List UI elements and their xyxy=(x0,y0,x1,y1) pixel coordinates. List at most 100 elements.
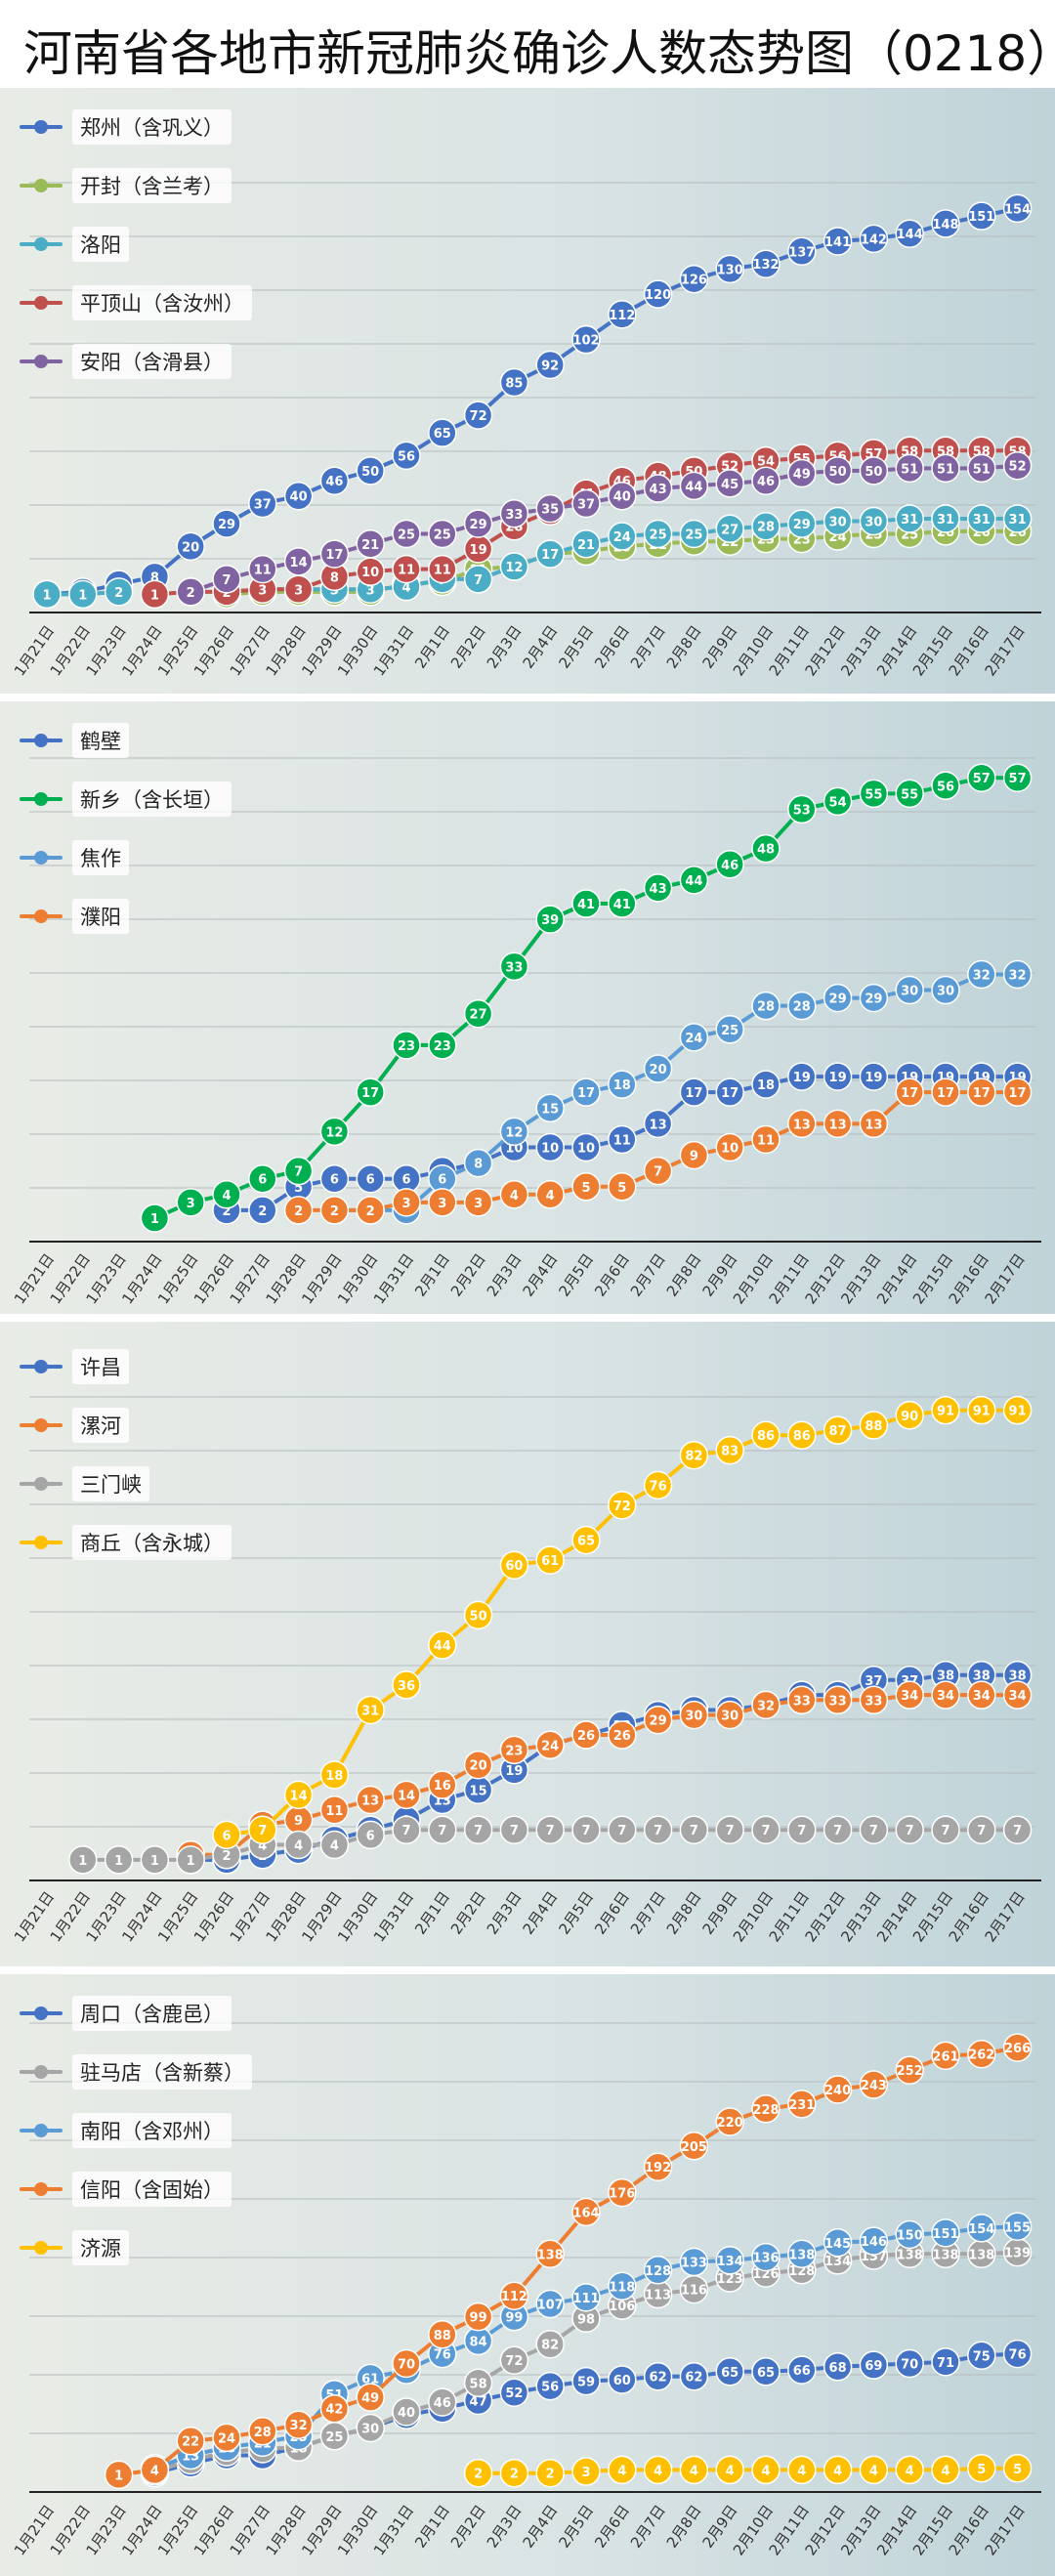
data-label: 27 xyxy=(470,1008,487,1023)
legend-swatch xyxy=(20,237,63,251)
data-label: 10 xyxy=(361,566,379,580)
legend-item: 商丘（含永城） xyxy=(20,1513,232,1572)
data-label: 142 xyxy=(861,232,887,247)
data-label: 91 xyxy=(973,1405,991,1419)
data-point xyxy=(319,539,350,569)
data-label: 36 xyxy=(398,1679,415,1694)
data-point xyxy=(787,2455,817,2485)
legend-marker xyxy=(34,179,48,192)
data-label: 56 xyxy=(398,449,415,464)
data-point xyxy=(643,279,673,309)
data-label: 10 xyxy=(577,1142,595,1157)
data-point xyxy=(823,506,853,536)
data-point xyxy=(463,1148,493,1178)
data-point xyxy=(428,554,457,584)
data-label: 2 xyxy=(294,1204,303,1219)
data-label: 49 xyxy=(793,467,811,482)
data-point xyxy=(428,1770,457,1799)
data-label: 6 xyxy=(330,1173,339,1188)
data-point xyxy=(787,1109,817,1139)
data-point xyxy=(787,1062,817,1091)
data-point xyxy=(967,763,996,792)
data-label: 48 xyxy=(757,843,775,858)
legend-label: 郑州（含巩义） xyxy=(72,109,232,145)
data-label: 19 xyxy=(829,1071,847,1085)
data-label: 11 xyxy=(325,1804,343,1819)
data-label: 2 xyxy=(114,586,123,601)
data-point xyxy=(859,1062,889,1091)
data-label: 24 xyxy=(613,530,631,545)
data-point xyxy=(392,554,421,584)
data-point xyxy=(823,1815,853,1844)
data-point xyxy=(895,1401,924,1430)
data-point xyxy=(608,300,637,329)
data-label: 141 xyxy=(824,235,851,250)
data-point xyxy=(643,1109,673,1139)
data-label: 25 xyxy=(398,528,415,542)
data-label: 26 xyxy=(613,1729,631,1744)
data-label: 17 xyxy=(577,1086,595,1101)
data-label: 7 xyxy=(654,1165,662,1180)
data-point xyxy=(571,2457,601,2486)
data-label: 150 xyxy=(897,2229,923,2244)
data-point xyxy=(1002,2033,1033,2062)
data-point xyxy=(715,1435,744,1465)
data-label: 31 xyxy=(937,513,954,528)
data-point xyxy=(608,1720,637,1750)
data-point xyxy=(643,2361,673,2391)
data-point xyxy=(68,1845,98,1875)
data-label: 33 xyxy=(505,508,523,523)
legend: 郑州（含巩义） 开封（含兰考） 洛阳 平顶山（含汝州） 安阳（含滑县） xyxy=(20,98,252,391)
data-point xyxy=(787,2090,817,2119)
legend-swatch xyxy=(20,2241,63,2255)
legend-label: 驻马店（含新蔡） xyxy=(72,2054,252,2090)
data-label: 11 xyxy=(254,564,272,578)
data-point xyxy=(319,466,350,495)
data-label: 7 xyxy=(294,1165,303,1180)
data-label: 8 xyxy=(474,1158,483,1172)
data-label: 15 xyxy=(541,1102,559,1117)
data-point xyxy=(571,2366,601,2396)
data-label: 111 xyxy=(572,2292,599,2306)
data-label: 113 xyxy=(645,2289,671,2303)
data-label: 7 xyxy=(906,1824,914,1838)
data-point xyxy=(319,1760,350,1790)
data-point xyxy=(895,2455,924,2485)
legend-label: 鹤壁 xyxy=(72,723,129,758)
data-label: 61 xyxy=(541,1554,559,1569)
data-label: 60 xyxy=(505,1559,523,1574)
data-point xyxy=(967,1077,996,1107)
data-point xyxy=(1002,1395,1033,1425)
data-point xyxy=(535,539,565,569)
data-point xyxy=(1002,2339,1033,2369)
data-point xyxy=(608,1815,637,1844)
data-label: 2 xyxy=(222,1204,231,1219)
data-point xyxy=(608,1172,637,1202)
legend-marker xyxy=(34,2241,48,2255)
data-label: 70 xyxy=(398,2358,415,2373)
data-point xyxy=(499,1117,529,1147)
data-point xyxy=(283,2410,314,2439)
data-point xyxy=(571,2283,601,2312)
data-point xyxy=(895,1815,924,1844)
data-label: 44 xyxy=(685,480,702,494)
data-label: 20 xyxy=(650,1063,667,1077)
data-label: 144 xyxy=(897,228,923,242)
data-label: 116 xyxy=(681,2284,707,2299)
data-label: 90 xyxy=(901,1410,918,1424)
data-point xyxy=(931,2218,960,2248)
data-label: 69 xyxy=(865,2359,882,2374)
data-label: 17 xyxy=(901,1086,918,1101)
data-label: 21 xyxy=(361,538,379,553)
data-point xyxy=(715,254,744,284)
data-point xyxy=(751,1815,781,1844)
data-point xyxy=(499,2458,529,2488)
data-label: 123 xyxy=(717,2272,743,2287)
data-point xyxy=(643,1705,673,1735)
data-label: 205 xyxy=(681,2140,707,2155)
legend-label: 商丘（含永城） xyxy=(72,1525,232,1560)
data-point xyxy=(392,1670,421,1700)
data-point xyxy=(535,2329,565,2359)
data-point xyxy=(283,1196,314,1225)
data-label: 17 xyxy=(325,548,343,563)
